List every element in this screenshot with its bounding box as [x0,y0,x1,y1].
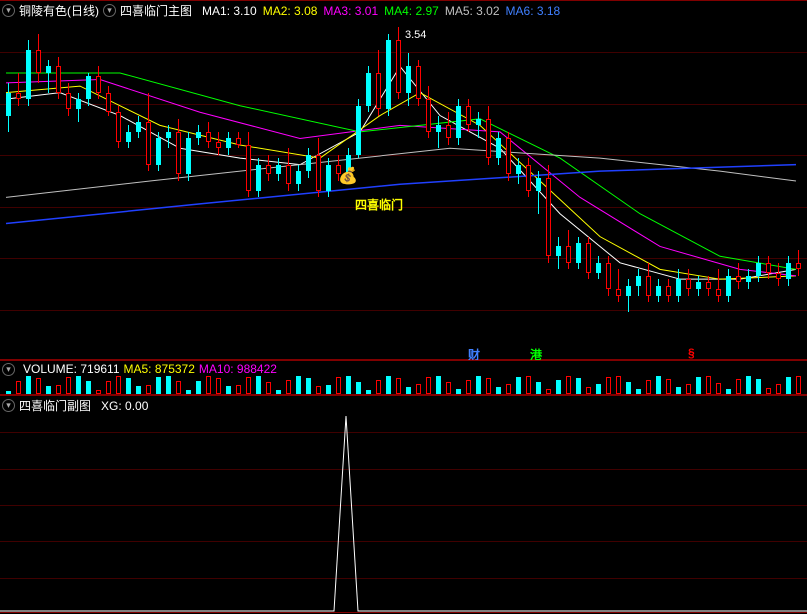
volume-labels: VOLUME: 719611MA5: 875372MA10: 988422 [19,362,277,376]
sub-panel-header: ▾ 四喜临门副图 XG: 0.00 [2,397,148,414]
expand-icon[interactable]: ▾ [2,4,15,17]
sub-indicator-name: 四喜临门副图 [19,397,91,414]
annotation-text_label: 四喜临门 [355,196,403,213]
main-panel-header: ▾ 铜陵有色(日线) ▾ 四喜临门主图 MA1: 3.10MA2: 3.08MA… [2,2,560,19]
price-high-label: 3.54 [405,29,426,41]
volume-panel[interactable]: ▾ VOLUME: 719611MA5: 875372MA10: 988422 [0,360,807,395]
volume-panel-header: ▾ VOLUME: 719611MA5: 875372MA10: 988422 [2,362,277,376]
annotation-red_mark: § [688,346,695,360]
main-chart-area[interactable]: 3.54💰四喜临门财港§ [0,1,807,359]
sub-indicator-panel[interactable]: ▾ 四喜临门副图 XG: 0.00 [0,395,807,613]
expand-icon[interactable]: ▾ [103,4,116,17]
main-chart-panel[interactable]: ▾ 铜陵有色(日线) ▾ 四喜临门主图 MA1: 3.10MA2: 3.08MA… [0,0,807,360]
expand-icon[interactable]: ▾ [2,399,15,412]
expand-icon[interactable]: ▾ [2,363,15,376]
sub-labels: XG: 0.00 [95,399,148,413]
ma-labels: MA1: 3.10MA2: 3.08MA3: 3.01MA4: 2.97MA5:… [196,4,560,18]
sub-chart-area[interactable] [0,396,807,612]
stock-title: 铜陵有色(日线) [19,2,99,19]
indicator-name: 四喜临门主图 [120,2,192,19]
money-bag-icon: 💰 [338,166,358,186]
